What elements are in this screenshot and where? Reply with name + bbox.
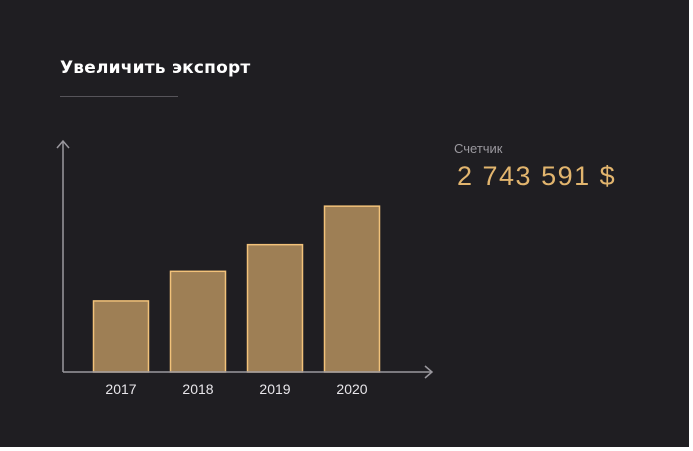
- x-tick-label: 2017: [105, 381, 136, 397]
- x-axis-arrow-icon: [424, 365, 434, 379]
- x-tick-labels: 2017 2018 2019 2020: [105, 381, 367, 397]
- bar-2019: [246, 243, 304, 373]
- bar-2020: [323, 205, 381, 373]
- x-tick-label: 2019: [259, 381, 290, 397]
- title-divider: [60, 96, 178, 97]
- x-tick-label: 2018: [182, 381, 213, 397]
- bar-2018: [169, 270, 227, 373]
- bars-group: [92, 205, 381, 373]
- counter-label: Счетчик: [454, 141, 503, 156]
- counter-value: 2 743 591 $: [457, 161, 617, 191]
- widget-title: Увеличить экспорт: [60, 58, 251, 78]
- y-axis-arrow-icon: [56, 139, 70, 149]
- bar-2017: [92, 300, 150, 373]
- x-tick-label: 2020: [336, 381, 367, 397]
